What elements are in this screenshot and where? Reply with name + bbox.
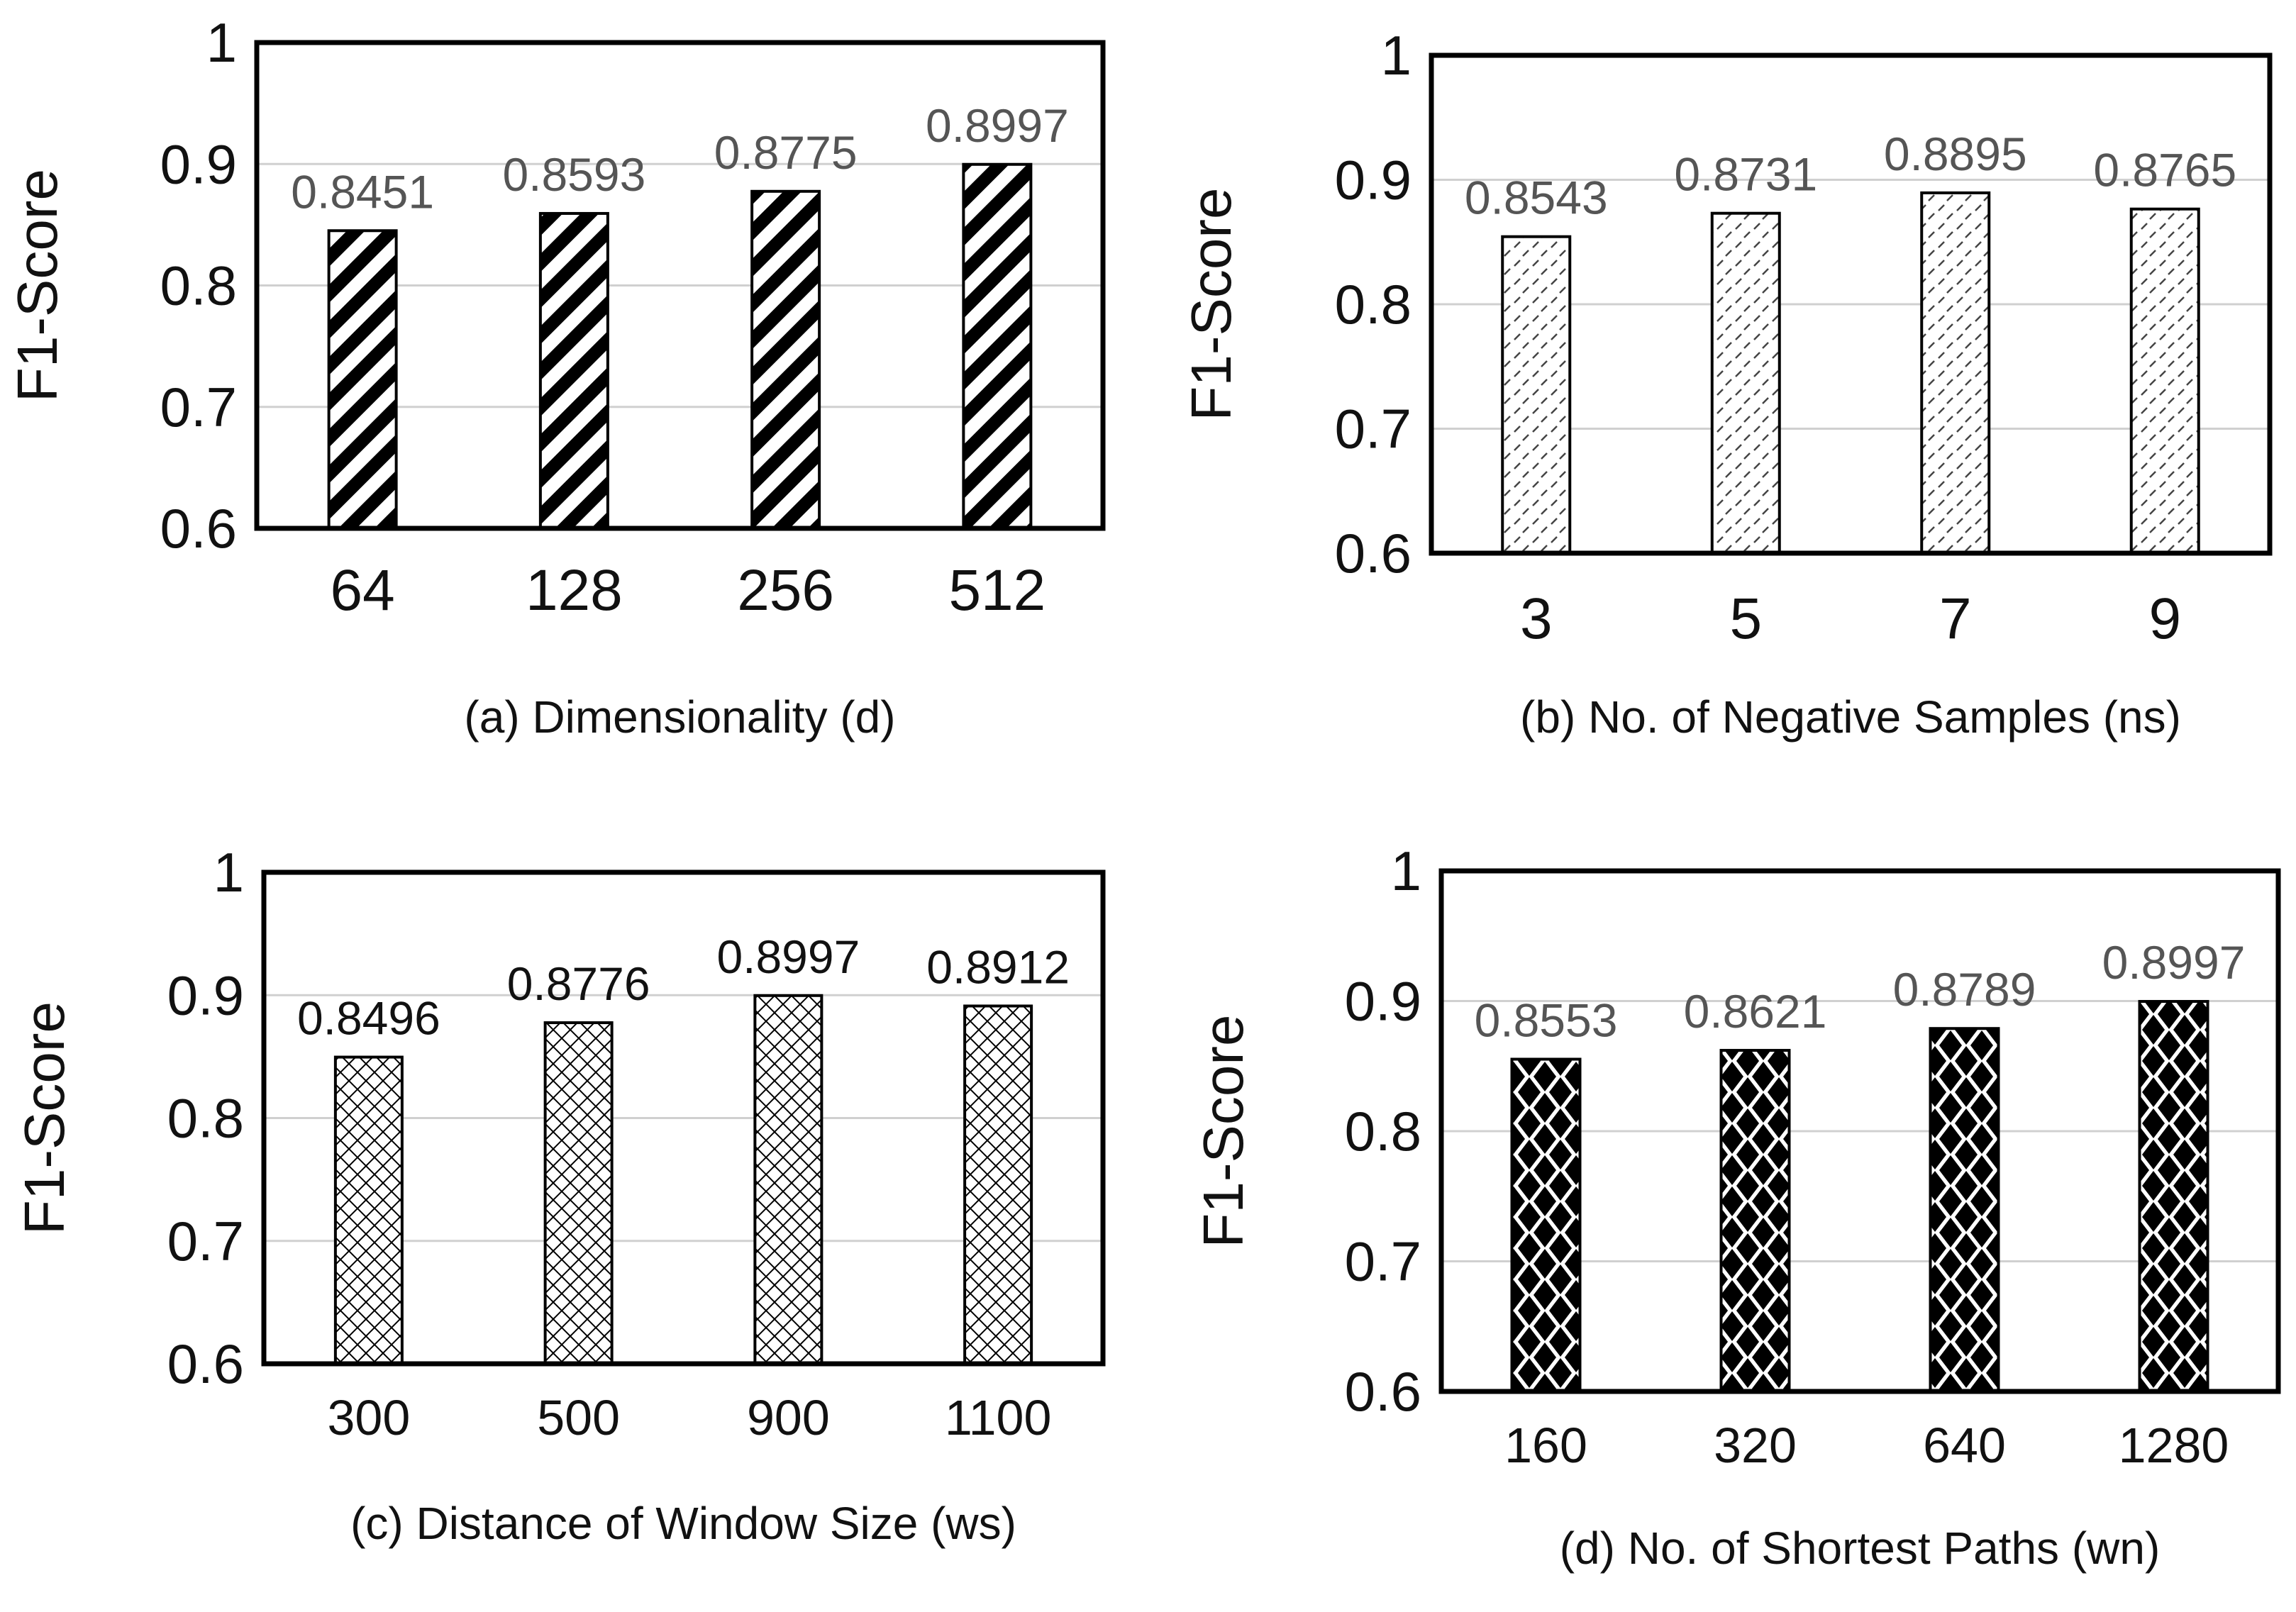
data-label: 0.8621 xyxy=(1684,985,1827,1038)
x-tick-label: 1100 xyxy=(945,1390,1052,1445)
data-label: 0.8543 xyxy=(1465,172,1608,224)
y-tick-label: 1 xyxy=(1381,24,1412,87)
bar xyxy=(1920,191,1991,555)
data-label: 0.8997 xyxy=(716,930,860,983)
data-label: 0.8731 xyxy=(1674,148,1817,201)
x-tick-label: 256 xyxy=(737,558,834,623)
bar xyxy=(1710,211,1781,555)
data-label: 0.8553 xyxy=(1475,994,1618,1047)
y-tick-label: 0.8 xyxy=(1345,1100,1421,1162)
x-tick-label: 7 xyxy=(1939,587,1972,651)
y-tick-label: 1 xyxy=(213,841,244,904)
bar xyxy=(1510,1057,1582,1394)
plot-frame xyxy=(254,40,1106,531)
data-label: 0.8496 xyxy=(297,992,440,1045)
data-label: 0.8912 xyxy=(926,940,1070,993)
bar xyxy=(327,229,398,530)
x-tick-label: 3 xyxy=(1520,587,1553,651)
y-tick-label: 0.7 xyxy=(1335,398,1412,460)
y-tick-label: 0.9 xyxy=(160,133,237,195)
bar xyxy=(333,1055,404,1365)
x-tick-label: 64 xyxy=(331,558,395,623)
y-tick-label: 0.6 xyxy=(160,497,237,560)
y-tick-label: 0.8 xyxy=(1335,273,1412,335)
y-tick-label: 0.7 xyxy=(160,376,237,438)
y-axis-label: F1-Score xyxy=(6,169,69,402)
data-label: 0.8997 xyxy=(2102,936,2246,989)
y-axis-label: F1-Score xyxy=(1192,1015,1255,1248)
panel-caption: (c) Distance of Window Size (ws) xyxy=(350,1498,1016,1549)
data-label: 0.8451 xyxy=(291,165,434,218)
y-tick-label: 0.7 xyxy=(167,1210,244,1272)
x-tick-label: 9 xyxy=(2148,587,2181,651)
y-axis-label: F1-Score xyxy=(1180,188,1243,421)
x-tick-label: 900 xyxy=(747,1390,830,1445)
x-tick-label: 512 xyxy=(948,558,1046,623)
y-tick-label: 0.8 xyxy=(160,255,237,317)
y-tick-label: 0.7 xyxy=(1345,1230,1421,1293)
data-label: 0.8789 xyxy=(1893,963,2036,1016)
panel-caption: (a) Dimensionality (d) xyxy=(464,691,895,743)
y-tick-label: 0.8 xyxy=(167,1087,244,1150)
data-label: 0.8593 xyxy=(502,148,645,201)
y-tick-label: 0.6 xyxy=(1345,1360,1421,1423)
bar xyxy=(1929,1027,2000,1393)
bar xyxy=(963,1004,1033,1365)
y-tick-label: 1 xyxy=(1391,840,1421,902)
x-tick-label: 640 xyxy=(1923,1418,2006,1473)
bar xyxy=(1501,235,1572,555)
x-tick-label: 320 xyxy=(1714,1418,1797,1473)
x-tick-label: 160 xyxy=(1504,1418,1587,1473)
panel-caption: (d) No. of Shortest Paths (wn) xyxy=(1560,1523,2161,1574)
x-tick-label: 300 xyxy=(327,1390,410,1445)
x-tick-label: 128 xyxy=(526,558,623,623)
y-tick-label: 0.9 xyxy=(167,964,244,1026)
panel-caption: (b) No. of Negative Samples (ns) xyxy=(1520,691,2181,743)
plot-frame xyxy=(1438,868,2281,1394)
bar xyxy=(2129,207,2200,555)
bar xyxy=(962,162,1033,530)
x-tick-label: 1280 xyxy=(2119,1418,2229,1473)
y-axis-label: F1-Score xyxy=(13,1001,76,1235)
y-tick-label: 0.6 xyxy=(167,1333,244,1395)
data-label: 0.8776 xyxy=(507,957,650,1010)
y-tick-label: 1 xyxy=(206,11,237,74)
bar xyxy=(750,189,821,530)
x-tick-label: 500 xyxy=(537,1390,620,1445)
bar xyxy=(543,1021,614,1365)
data-label: 0.8765 xyxy=(2093,144,2236,196)
y-tick-label: 0.9 xyxy=(1345,970,1421,1033)
data-label: 0.8775 xyxy=(714,126,858,179)
y-tick-label: 0.6 xyxy=(1335,522,1412,584)
data-label: 0.8895 xyxy=(1884,128,2027,180)
bar xyxy=(1719,1049,1791,1393)
data-label: 0.8997 xyxy=(926,99,1069,152)
chart-panel-b: 0.6 0.7 0.8 0.9 1 0.8543 3 0.8731 5 0.8895 7 0.8765… xyxy=(1180,24,2273,743)
y-tick-label: 0.9 xyxy=(1335,149,1412,211)
chart-panel-c: 0.6 0.7 0.8 0.9 1 0.8496 300 0.8776 500 0.8997 900… xyxy=(13,841,1106,1549)
x-tick-label: 5 xyxy=(1729,587,1762,651)
bar xyxy=(2138,1000,2209,1394)
plot-frame xyxy=(261,869,1106,1367)
bar xyxy=(538,211,609,530)
bar xyxy=(753,994,823,1365)
chart-panel-a: 0.6 0.7 0.8 0.9 1 0.8451 64 0.8593 128 0.8775 256 0… xyxy=(6,11,1106,743)
plot-frame xyxy=(1429,52,2273,556)
chart-panel-d: 0.6 0.7 0.8 0.9 1 0.8553 160 0.8621 320 0.8789 640… xyxy=(1192,840,2281,1574)
